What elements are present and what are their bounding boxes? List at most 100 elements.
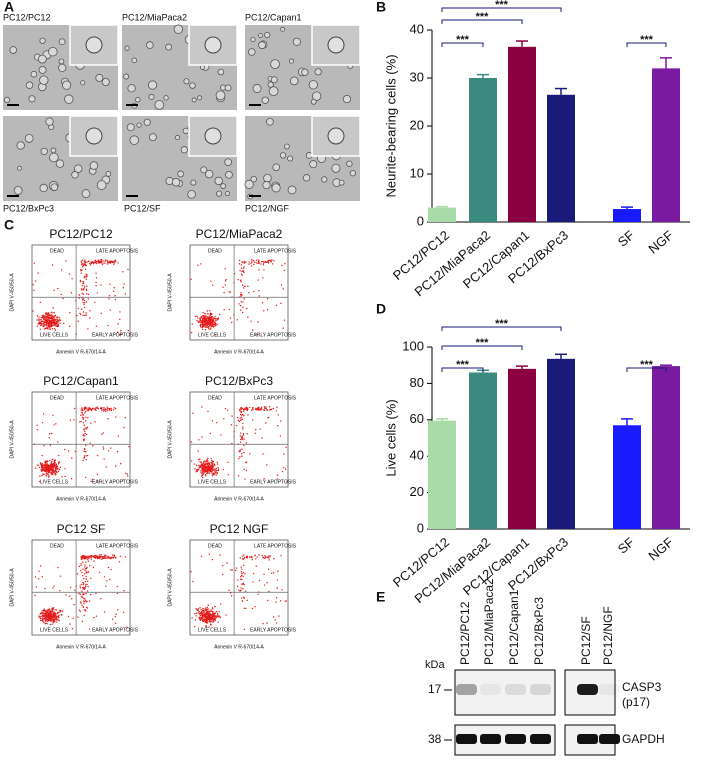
event-dot xyxy=(243,298,245,300)
event-dot xyxy=(81,574,84,577)
event-dot xyxy=(258,295,260,297)
event-dot xyxy=(237,475,240,477)
event-dot xyxy=(197,264,199,266)
event-dot xyxy=(83,303,85,306)
event-dot xyxy=(89,264,92,266)
event-dot xyxy=(55,470,57,472)
cell xyxy=(264,31,271,39)
event-dot xyxy=(84,432,86,435)
quadrant-label: LATE APOPTOSIS xyxy=(254,248,297,254)
event-dot xyxy=(210,322,213,324)
event-dot xyxy=(212,284,214,286)
event-dot xyxy=(276,474,279,476)
event-dot xyxy=(204,313,206,315)
event-dot xyxy=(52,613,54,615)
cell xyxy=(48,46,58,57)
cell xyxy=(135,97,141,103)
event-dot xyxy=(234,569,237,571)
cell xyxy=(148,93,155,100)
event-dot xyxy=(103,407,105,409)
event-dot xyxy=(33,262,35,264)
event-dot xyxy=(70,477,73,480)
bar xyxy=(613,425,641,529)
event-dot xyxy=(262,264,265,266)
event-dot xyxy=(81,292,83,295)
event-dot xyxy=(80,602,82,604)
event-dot xyxy=(239,309,242,311)
event-dot xyxy=(50,467,52,469)
event-dot xyxy=(209,466,211,469)
event-dot xyxy=(224,284,227,286)
event-dot xyxy=(216,319,219,321)
bar xyxy=(428,207,456,222)
cell xyxy=(30,70,38,78)
y-tick-label: 80 xyxy=(410,375,424,390)
event-dot xyxy=(83,602,85,604)
event-dot xyxy=(43,473,45,475)
event-dot xyxy=(79,312,81,315)
image-title: PC12/PC12 xyxy=(3,12,51,22)
event-dot xyxy=(78,294,80,296)
event-dot xyxy=(113,287,115,289)
event-dot xyxy=(103,557,105,559)
cell xyxy=(39,183,48,193)
event-dot xyxy=(102,408,104,411)
cell xyxy=(314,68,322,76)
event-dot xyxy=(85,458,87,461)
cell xyxy=(50,183,59,191)
event-dot xyxy=(241,452,243,455)
event-dot xyxy=(275,597,278,599)
event-dot xyxy=(84,260,86,263)
event-dot xyxy=(105,555,107,557)
event-dot xyxy=(214,322,217,325)
event-dot xyxy=(228,589,230,592)
event-dot xyxy=(238,259,241,262)
event-dot xyxy=(82,414,85,416)
event-dot xyxy=(248,263,250,265)
event-dot xyxy=(51,321,53,323)
event-dot xyxy=(38,480,41,483)
event-dot xyxy=(77,616,79,618)
event-dot xyxy=(85,455,87,457)
cell xyxy=(215,190,223,197)
event-dot xyxy=(261,260,263,263)
event-dot xyxy=(54,319,57,321)
event-dot xyxy=(58,461,61,463)
axis-label: DAPI V-450/50-A xyxy=(9,420,15,459)
event-dot xyxy=(201,436,203,438)
event-dot xyxy=(85,444,87,447)
event-dot xyxy=(222,468,225,471)
event-dot xyxy=(94,409,96,411)
event-dot xyxy=(214,619,217,622)
event-dot xyxy=(85,289,88,292)
event-dot xyxy=(241,574,243,577)
event-dot xyxy=(87,580,89,583)
event-dot xyxy=(127,268,129,271)
axis-label: Annexin V R-670/14-A xyxy=(56,496,106,502)
event-dot xyxy=(82,302,84,304)
event-dot xyxy=(123,611,125,614)
cell xyxy=(154,99,165,110)
significance-label: *** xyxy=(456,34,470,46)
event-dot xyxy=(203,325,205,328)
event-dot xyxy=(53,619,56,621)
quadrant-label: DEAD xyxy=(208,395,222,401)
event-dot xyxy=(82,606,85,608)
event-dot xyxy=(244,590,247,592)
quadrant-label: LATE APOPTOSIS xyxy=(96,395,139,401)
event-dot xyxy=(90,408,93,411)
event-dot xyxy=(88,600,91,602)
event-dot xyxy=(203,619,205,622)
event-dot xyxy=(43,324,45,327)
event-dot xyxy=(241,448,243,450)
event-dot xyxy=(122,287,125,289)
event-dot xyxy=(44,467,46,469)
event-dot xyxy=(276,579,279,581)
event-dot xyxy=(258,407,260,409)
band-label: (p17) xyxy=(622,695,650,709)
event-dot xyxy=(257,260,260,263)
cell xyxy=(163,95,169,101)
event-dot xyxy=(252,260,254,262)
event-dot xyxy=(38,570,40,572)
event-dot xyxy=(267,599,269,602)
